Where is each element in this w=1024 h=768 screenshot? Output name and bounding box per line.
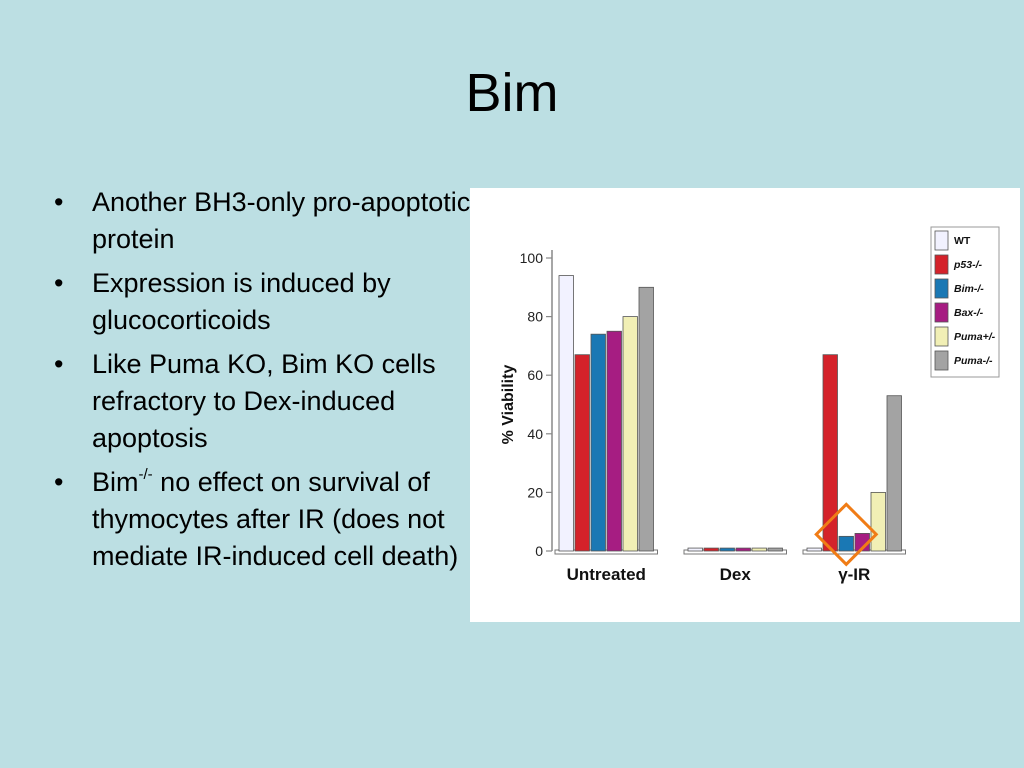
group-baseline — [554, 549, 658, 555]
bullet-marker: • — [54, 467, 64, 497]
x-category-label: Untreated — [567, 565, 646, 584]
bullet-text: Expression is induced by glucocorticoids — [92, 268, 391, 335]
y-tick-label: 80 — [527, 309, 543, 325]
bar-1-3 — [735, 547, 751, 552]
bar-1-4 — [751, 547, 767, 552]
bar-1-2 — [719, 547, 735, 552]
bullet-text: Like Puma KO, Bim KO cells refractory to… — [92, 349, 436, 453]
y-tick-label: 20 — [527, 484, 543, 500]
bar-0-0 — [558, 275, 574, 552]
legend-label: Bax-/- — [954, 307, 984, 319]
bar-2-0 — [806, 547, 822, 552]
annotation-diamond — [814, 502, 879, 567]
bullet-marker: • — [54, 187, 64, 217]
bar-0-5 — [638, 286, 654, 552]
genotype-superscript: -/- — [138, 466, 153, 483]
viability-figure: 0 20 40 60 80 100 % Viability Untreated Dex γ-IR W… — [470, 188, 1020, 622]
bar-1-1 — [703, 547, 719, 552]
bullet-text: Another BH3-only pro-apoptotic protein — [92, 187, 471, 254]
y-tick-label: 0 — [535, 543, 543, 559]
legend-swatch — [934, 350, 949, 371]
bar-0-1 — [574, 354, 590, 552]
bullet-text-prefix: Bim — [92, 467, 139, 497]
viability-bar-chart: 0 20 40 60 80 100 % Viability Untreated Dex γ-IR W… — [500, 226, 1000, 584]
bar-0-3 — [606, 330, 622, 552]
bar-2-2 — [838, 535, 854, 552]
legend-swatch — [934, 254, 949, 275]
group-baseline — [802, 549, 906, 555]
bar-2-1 — [822, 354, 838, 552]
bullet-text-suffix: no effect on survival of thymocytes afte… — [92, 467, 459, 571]
group-baseline — [683, 549, 787, 555]
bar-2-4 — [870, 491, 886, 552]
bar-0-2 — [590, 333, 606, 552]
bullet-item: • Like Puma KO, Bim KO cells refractory t… — [54, 346, 494, 457]
legend-label: Bim-/- — [954, 283, 984, 295]
bar-1-0 — [687, 547, 703, 552]
bullet-item: • Another BH3-only pro-apoptotic protein — [54, 184, 494, 258]
legend-label: Puma+/- — [954, 331, 996, 343]
legend-swatch — [934, 230, 949, 251]
legend-label: WT — [954, 235, 971, 247]
bullet-item: • Bim-/- no effect on survival of thymocy… — [54, 464, 494, 575]
bullet-item: • Expression is induced by glucocorticoid… — [54, 265, 494, 339]
legend-label: Puma-/- — [954, 355, 993, 367]
legend-label: p53-/- — [953, 259, 983, 271]
y-tick-label: 100 — [520, 250, 544, 266]
bar-1-5 — [767, 547, 783, 552]
bar-2-5 — [886, 395, 902, 552]
bullet-marker: • — [54, 349, 64, 379]
bullet-list: • Another BH3-only pro-apoptotic protein … — [54, 184, 494, 582]
x-category-label: γ-IR — [838, 565, 870, 584]
slide-title: Bim — [465, 63, 559, 123]
legend-swatch — [934, 326, 949, 347]
bar-0-4 — [622, 316, 638, 552]
x-category-label: Dex — [720, 565, 752, 584]
y-tick-label: 60 — [527, 367, 543, 383]
y-tick-label: 40 — [527, 426, 543, 442]
bullet-marker: • — [54, 268, 64, 298]
legend-swatch — [934, 302, 949, 323]
y-axis-label: % Viability — [500, 365, 517, 445]
legend-swatch — [934, 278, 949, 299]
